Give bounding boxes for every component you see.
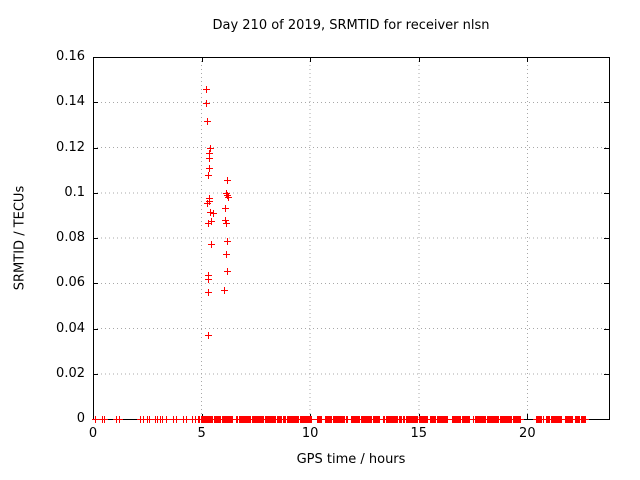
y-tick-label: 0.04: [56, 320, 85, 336]
x-tick-label: 15: [410, 426, 428, 441]
x-tick-label: 20: [519, 426, 536, 441]
data-point-marker: [582, 416, 589, 423]
data-point-marker: [163, 416, 170, 423]
y-tick-label: 0: [76, 411, 85, 426]
data-point-marker: [92, 416, 99, 423]
data-point-marker: [205, 332, 212, 339]
y-tick-label: 0.1: [64, 184, 85, 200]
data-point-marker: [224, 238, 231, 245]
data-point-marker: [116, 416, 123, 423]
x-tick-label: 5: [197, 426, 206, 441]
data-point-marker: [225, 194, 232, 201]
data-point-marker: [203, 86, 210, 93]
data-point-marker: [204, 118, 211, 125]
y-tick-label: 0.02: [56, 365, 85, 381]
data-point-marker: [101, 416, 108, 423]
data-point-marker: [208, 241, 215, 248]
data-point-marker: [203, 100, 210, 107]
data-point-marker: [204, 200, 211, 207]
data-point-marker: [207, 145, 214, 152]
data-point-marker: [146, 416, 153, 423]
data-point-marker: [206, 155, 213, 162]
data-point-marker: [308, 416, 315, 423]
y-tick-label: 0.12: [56, 139, 85, 155]
data-point-marker: [210, 210, 217, 217]
data-point-marker: [206, 165, 213, 172]
y-tick-label: 0.14: [56, 94, 85, 110]
x-tick-label: 10: [301, 426, 319, 441]
data-point-marker: [173, 416, 180, 423]
data-point-marker: [223, 220, 230, 227]
y-tick-label: 0.06: [56, 275, 85, 291]
data-point-marker: [222, 217, 229, 224]
data-point-marker: [207, 209, 214, 216]
data-point-marker: [205, 276, 212, 283]
data-point-marker: [205, 172, 212, 179]
data-point-marker: [205, 289, 212, 296]
chart-title: Day 210 of 2019, SRMTID for receiver nls…: [212, 18, 490, 33]
x-axis-label: GPS time / hours: [296, 452, 406, 467]
data-point-marker: [183, 416, 190, 423]
data-point-marker: [221, 287, 228, 294]
y-tick-label: 0.08: [56, 230, 85, 245]
data-point-marker: [205, 220, 212, 227]
x-tick-label: 0: [88, 426, 98, 441]
data-point-marker: [517, 416, 524, 423]
data-point-marker: [222, 205, 229, 212]
data-point-marker: [224, 268, 231, 275]
data-point-marker: [224, 177, 231, 184]
plot-border: [93, 57, 610, 420]
y-tick-label: 0.16: [56, 49, 85, 64]
data-point-marker: [223, 251, 230, 258]
